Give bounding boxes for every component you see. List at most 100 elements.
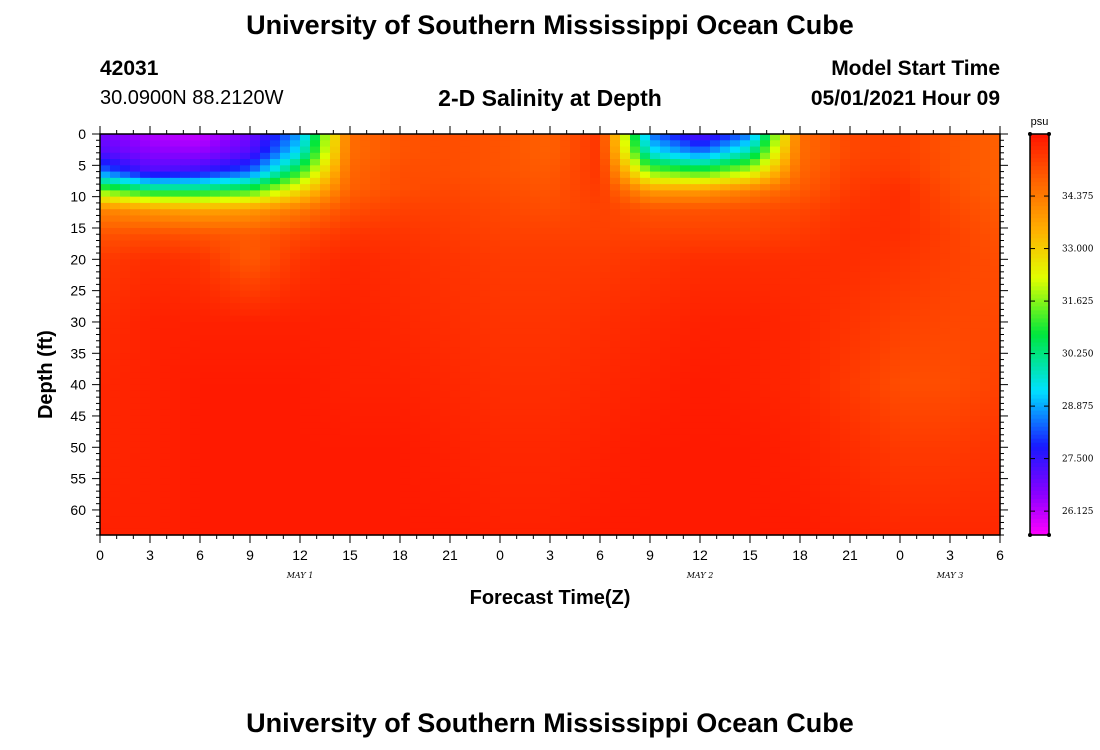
- heatmap-cell: [850, 347, 861, 354]
- heatmap-cell: [450, 334, 461, 342]
- heatmap-cell: [860, 459, 871, 467]
- heatmap-cell: [680, 428, 691, 436]
- heatmap-cell: [730, 328, 741, 336]
- heatmap-cell: [480, 227, 491, 235]
- heatmap-cell: [620, 146, 631, 154]
- heatmap-cell: [970, 140, 981, 148]
- heatmap-cell: [610, 397, 621, 405]
- heatmap-cell: [280, 152, 291, 160]
- heatmap-cell: [810, 221, 821, 229]
- heatmap-cell: [300, 397, 311, 405]
- heatmap-cell: [790, 472, 801, 480]
- heatmap-cell: [380, 271, 391, 279]
- heatmap-cell: [290, 140, 301, 148]
- heatmap-cell: [700, 165, 711, 173]
- heatmap-cell: [700, 184, 711, 191]
- heatmap-cell: [910, 278, 921, 285]
- heatmap-cell: [380, 353, 391, 361]
- heatmap-cell: [480, 296, 491, 304]
- heatmap-cell: [580, 296, 591, 304]
- heatmap-cell: [870, 365, 881, 373]
- heatmap-cell: [510, 190, 521, 198]
- heatmap-cell: [660, 171, 671, 179]
- heatmap-cell: [580, 372, 591, 379]
- heatmap-cell: [950, 397, 961, 405]
- heatmap-cell: [520, 215, 531, 223]
- heatmap-cell: [300, 303, 311, 311]
- heatmap-cell: [440, 278, 451, 285]
- heatmap-cell: [820, 434, 831, 442]
- heatmap-cell: [250, 447, 261, 455]
- heatmap-cell: [790, 453, 801, 461]
- heatmap-cell: [410, 340, 421, 348]
- heatmap-cell: [290, 227, 301, 235]
- heatmap-cell: [200, 290, 211, 298]
- heatmap-cell: [870, 221, 881, 229]
- heatmap-cell: [120, 428, 131, 436]
- heatmap-cell: [160, 334, 171, 342]
- heatmap-cell: [840, 328, 851, 336]
- heatmap-cell: [860, 441, 871, 448]
- heatmap-cell: [130, 390, 141, 398]
- heatmap-cell: [250, 422, 261, 430]
- heatmap-cell: [680, 403, 691, 411]
- heatmap-cell: [330, 378, 341, 386]
- heatmap-cell: [730, 259, 741, 267]
- heatmap-cell: [810, 428, 821, 436]
- heatmap-cell: [570, 434, 581, 442]
- heatmap-cell: [850, 202, 861, 210]
- heatmap-cell: [260, 403, 271, 411]
- heatmap-cell: [170, 447, 181, 455]
- heatmap-cell: [560, 165, 571, 173]
- heatmap-cell: [450, 190, 461, 198]
- heatmap-cell: [140, 159, 151, 166]
- heatmap-cell: [420, 403, 431, 411]
- heatmap-cell: [430, 303, 441, 311]
- heatmap-cell: [260, 340, 271, 348]
- heatmap-cell: [930, 359, 941, 367]
- heatmap-cell: [300, 347, 311, 354]
- heatmap-cell: [140, 259, 151, 267]
- heatmap-cell: [600, 259, 611, 267]
- heatmap-cell: [680, 466, 691, 473]
- heatmap-cell: [130, 284, 141, 292]
- heatmap-cell: [920, 434, 931, 442]
- heatmap-cell: [560, 353, 571, 361]
- heatmap-cell: [310, 384, 321, 392]
- heatmap-cell: [100, 159, 111, 166]
- heatmap-cell: [460, 177, 471, 185]
- heatmap-cell: [420, 347, 431, 354]
- heatmap-cell: [600, 152, 611, 160]
- heatmap-cell: [210, 466, 221, 473]
- heatmap-cell: [630, 227, 641, 235]
- heatmap-cell: [510, 296, 521, 304]
- heatmap-cell: [290, 196, 301, 204]
- heatmap-cell: [740, 278, 751, 285]
- heatmap-cell: [930, 215, 941, 223]
- heatmap-cell: [510, 196, 521, 204]
- heatmap-cell: [260, 171, 271, 179]
- heatmap-cell: [300, 177, 311, 185]
- heatmap-cell: [940, 165, 951, 173]
- heatmap-cell: [750, 340, 761, 348]
- heatmap-cell: [870, 466, 881, 473]
- heatmap-cell: [760, 140, 771, 148]
- heatmap-cell: [790, 253, 801, 260]
- heatmap-cell: [970, 409, 981, 417]
- heatmap-cell: [370, 215, 381, 223]
- heatmap-cell: [420, 372, 431, 379]
- heatmap-cell: [100, 278, 111, 285]
- heatmap-cell: [150, 309, 161, 317]
- heatmap-cell: [150, 159, 161, 166]
- heatmap-cell: [850, 441, 861, 448]
- heatmap-cell: [900, 309, 911, 317]
- heatmap-cell: [180, 347, 191, 354]
- heatmap-cell: [830, 397, 841, 405]
- heatmap-cell: [790, 459, 801, 467]
- heatmap-cell: [890, 165, 901, 173]
- heatmap-cell: [280, 215, 291, 223]
- heatmap-cell: [580, 202, 591, 210]
- heatmap-cell: [960, 146, 971, 154]
- heatmap-cell: [100, 253, 111, 260]
- heatmap-cell: [320, 221, 331, 229]
